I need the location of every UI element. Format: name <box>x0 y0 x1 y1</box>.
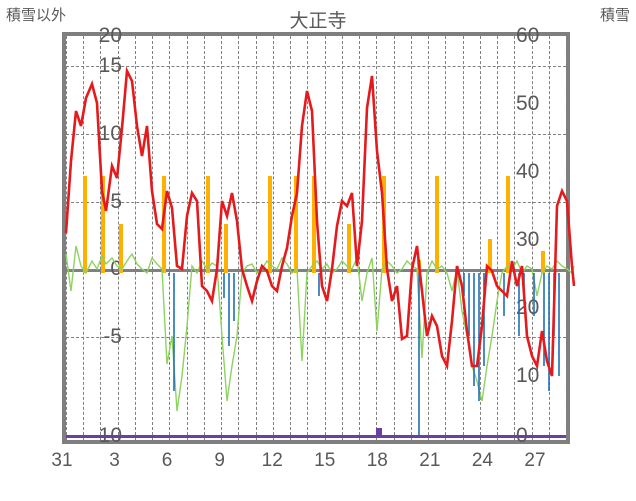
red-temperature-series <box>66 71 574 376</box>
blue-negative-spikes-series <box>169 273 559 436</box>
xtick-label-9: 9 <box>214 450 225 472</box>
xtick-label-24: 24 <box>472 450 493 472</box>
xtick-label-27: 27 <box>524 450 545 472</box>
xtick-label-31: 31 <box>51 450 72 472</box>
xtick-label-6: 6 <box>162 450 173 472</box>
plot-area: 20 15 10 5 0 -5 -10 60 50 40 30 20 10 0 <box>62 32 570 444</box>
xtick-label-18: 18 <box>367 450 388 472</box>
left-axis-title: 積雪以外 <box>6 4 66 25</box>
chart-root: 大正寺 積雪以外 積雪 20 15 10 5 0 -5 -10 60 50 40… <box>0 0 636 501</box>
xtick-label-21: 21 <box>419 450 440 472</box>
data-series-svg <box>66 36 574 448</box>
xtick-label-12: 12 <box>262 450 283 472</box>
xtick-label-3: 3 <box>109 450 120 472</box>
xtick-label-15: 15 <box>314 450 335 472</box>
purple-baseline-marker <box>376 428 382 438</box>
right-axis-title: 積雪 <box>600 4 630 25</box>
purple-baseline <box>66 435 566 438</box>
